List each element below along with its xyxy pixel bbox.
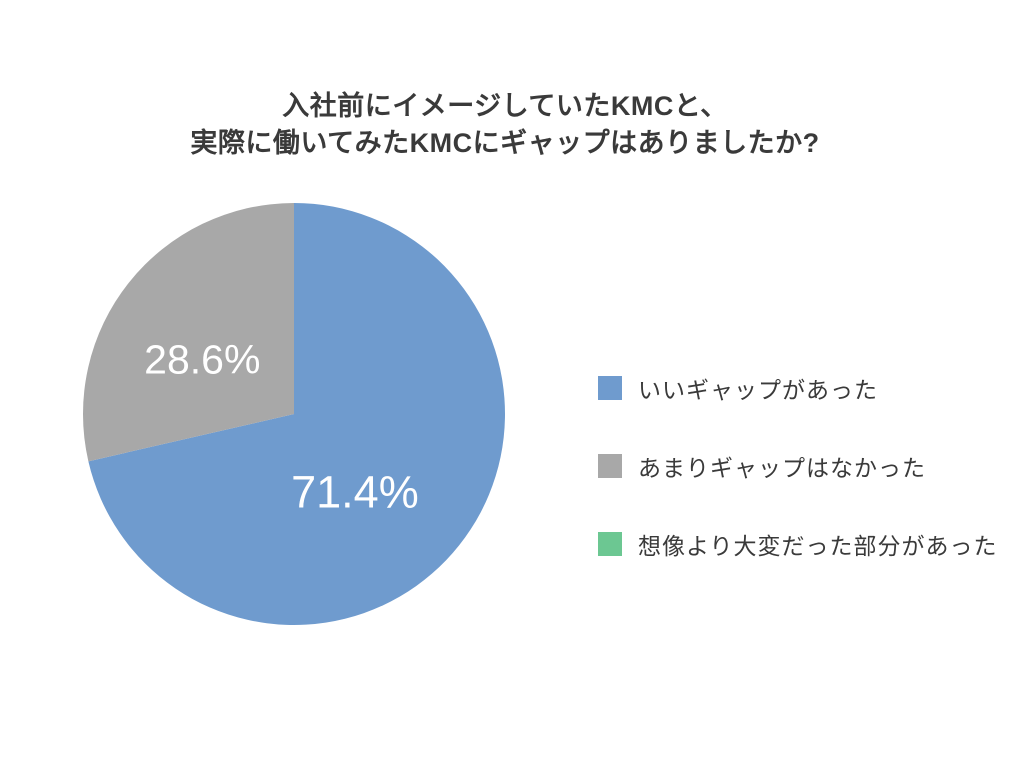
legend-item-no-gap: あまりギャップはなかった [598,449,998,483]
pie-slice-0 [88,203,506,625]
chart-title: 入社前にイメージしていたKMCと、 実際に働いてみたKMCにギャップはありました… [0,88,1010,162]
chart-title-line1: 入社前にイメージしていたKMCと、 [282,91,728,121]
legend-swatch-blue [598,376,622,400]
legend-item-harder-than-expected: 想像より大変だった部分があった [598,527,998,561]
pie-value-label-1: 28.6% [144,336,260,382]
legend-label: 想像より大変だった部分があった [638,533,998,559]
legend-label: あまりギャップはなかった [638,455,926,481]
chart-title-line2: 実際に働いてみたKMCにギャップはありましたか? [190,128,820,158]
legend: いいギャップがあった あまりギャップはなかった 想像より大変だった部分があった [598,371,998,561]
legend-label: いいギャップがあった [638,377,878,403]
pie-value-label-0: 71.4% [291,467,419,518]
legend-item-good-gap: いいギャップがあった [598,371,998,405]
legend-swatch-green [598,532,622,556]
pie-slice-1 [82,202,294,462]
legend-swatch-gray [598,454,622,478]
